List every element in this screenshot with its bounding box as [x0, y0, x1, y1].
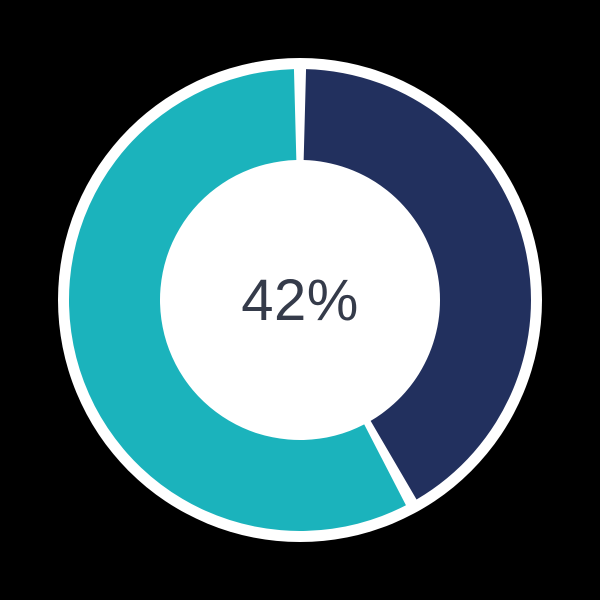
donut-slice-remaining[interactable]: [68, 69, 406, 532]
donut-slices: [68, 69, 531, 532]
donut-slice-completed[interactable]: [303, 69, 531, 500]
